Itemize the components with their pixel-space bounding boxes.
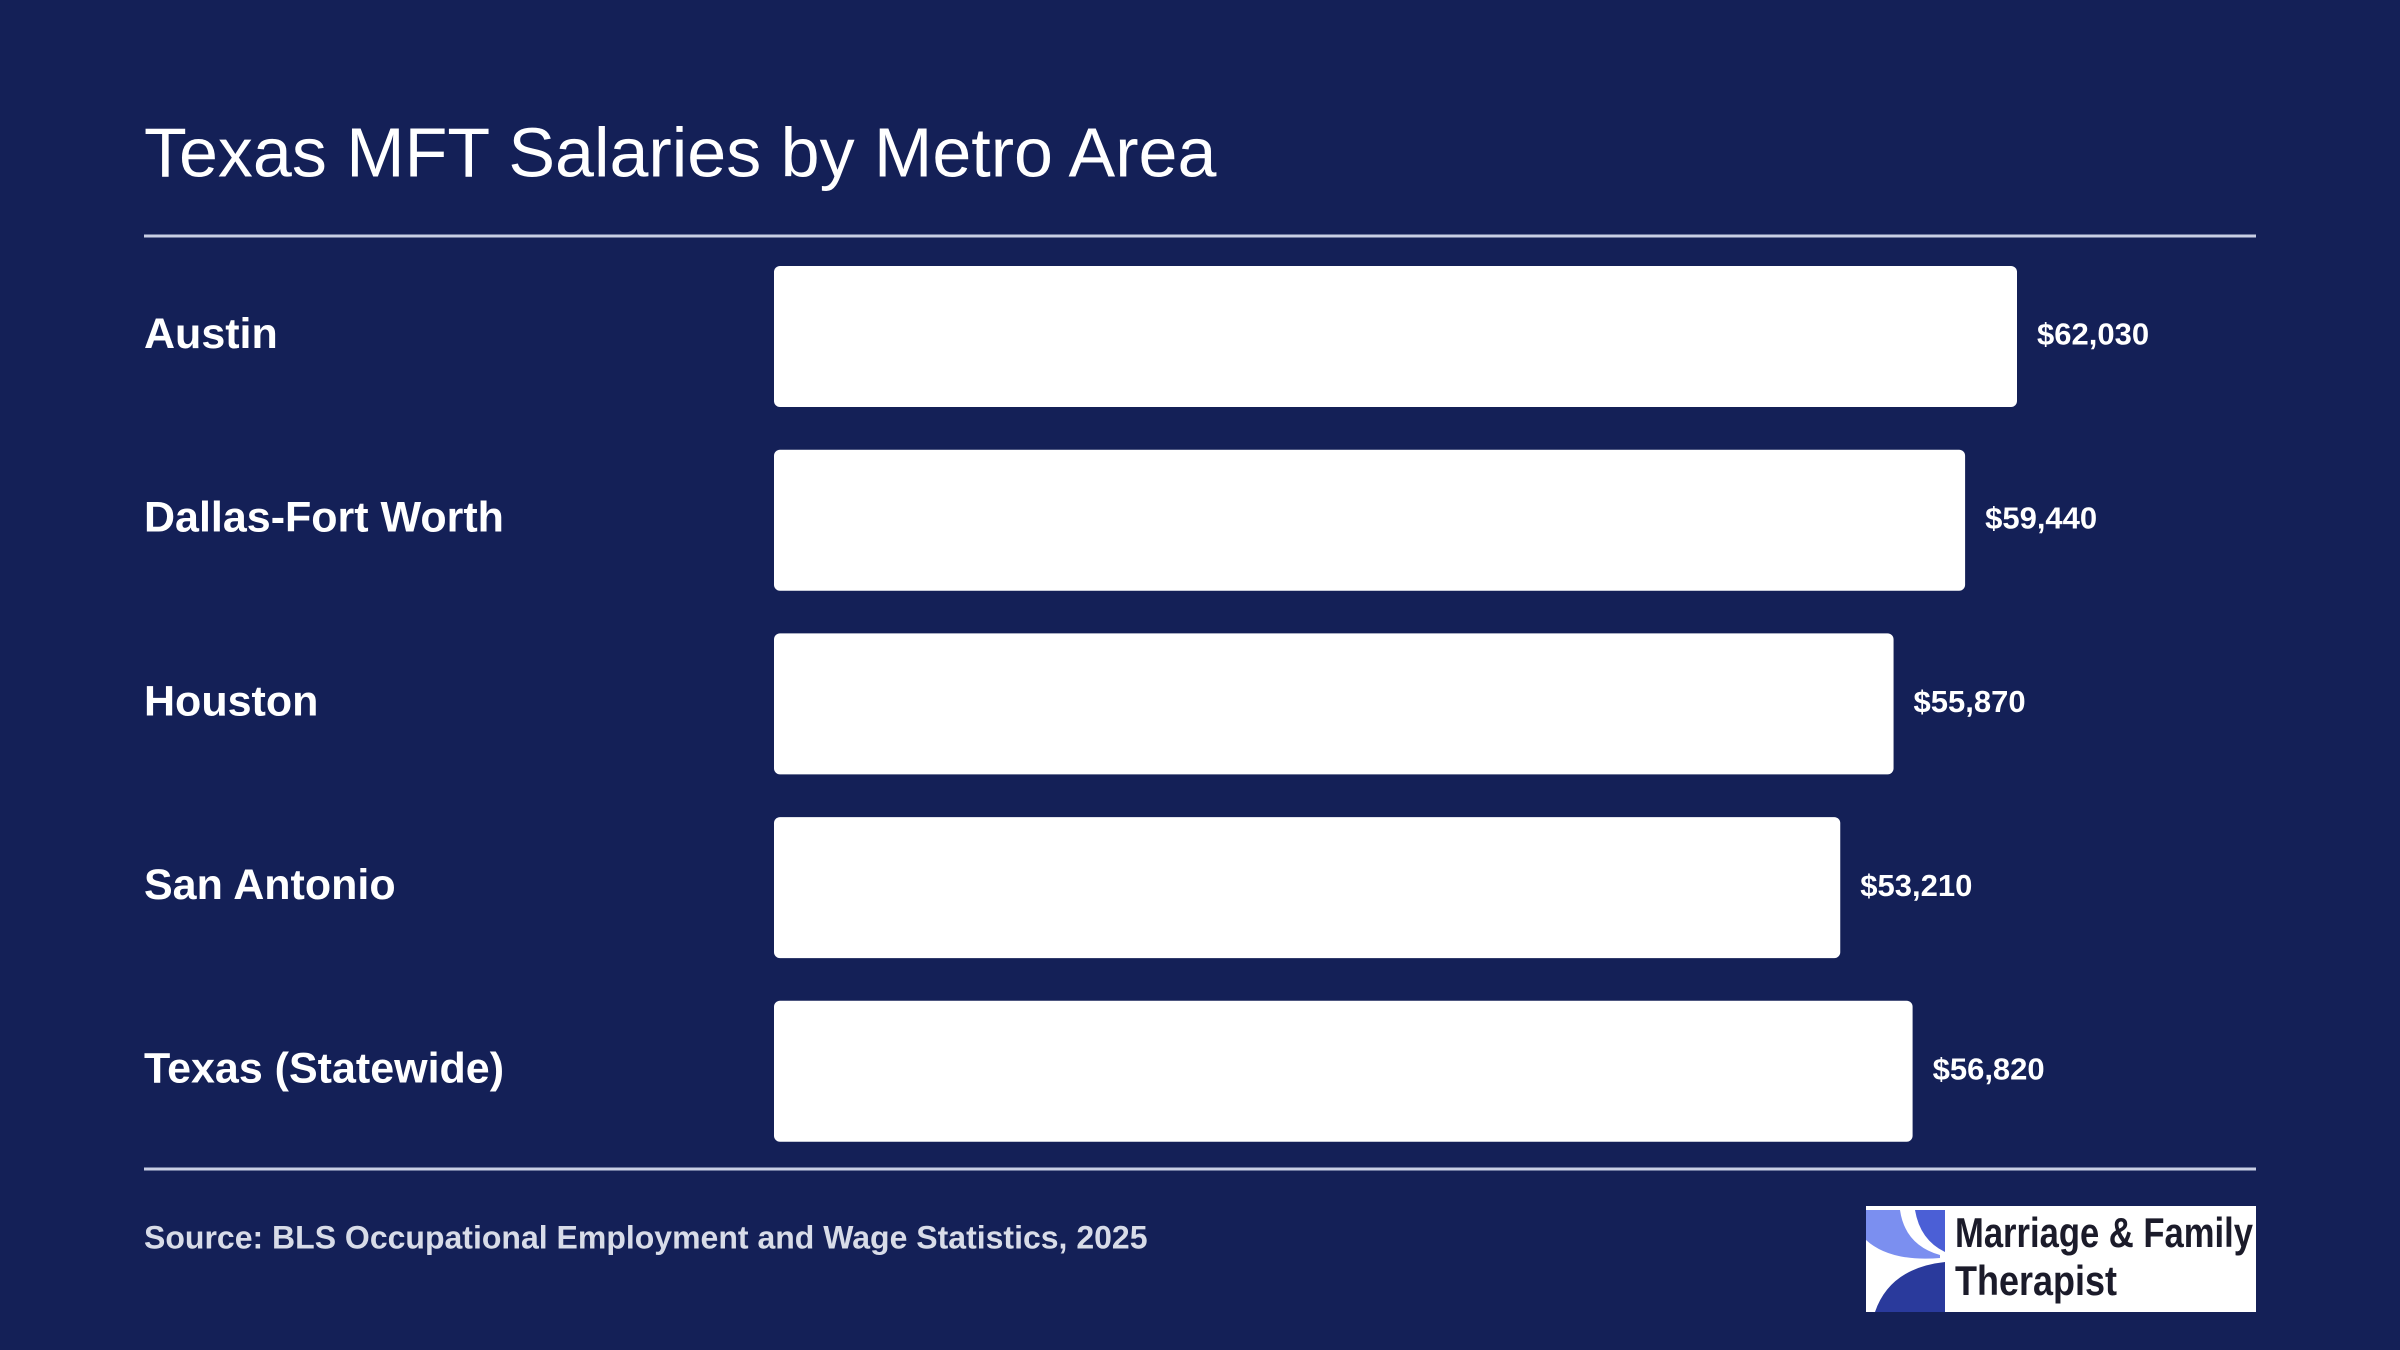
logo-icon	[1915, 1210, 1945, 1252]
bar	[774, 266, 2017, 407]
value-label: $53,210	[1860, 868, 1972, 903]
category-label: San Antonio	[144, 861, 396, 909]
value-label: $59,440	[1985, 500, 2097, 535]
bar	[774, 817, 1841, 959]
value-label: $55,870	[1914, 684, 2026, 719]
category-label: Houston	[144, 677, 318, 725]
category-label: Dallas-Fort Worth	[144, 494, 504, 542]
category-label: Texas (Statewide)	[144, 1045, 504, 1093]
logo-icon	[1866, 1210, 1940, 1259]
logo-icon	[1875, 1262, 1945, 1312]
value-label: $56,820	[1933, 1051, 2045, 1086]
category-label: Austin	[144, 310, 278, 358]
bar	[774, 449, 1966, 591]
logo: Marriage & Family Therapist	[1866, 1206, 2256, 1312]
bar	[774, 1000, 1913, 1142]
value-label: $62,030	[2037, 317, 2149, 352]
chart-title: Texas MFT Salaries by Metro Area	[144, 113, 1216, 191]
bar	[774, 633, 1894, 775]
logo-text: Therapist	[1955, 1257, 2117, 1304]
source-note: Source: BLS Occupational Employment and …	[144, 1219, 1148, 1255]
logo-text: Marriage & Family	[1955, 1209, 2254, 1256]
